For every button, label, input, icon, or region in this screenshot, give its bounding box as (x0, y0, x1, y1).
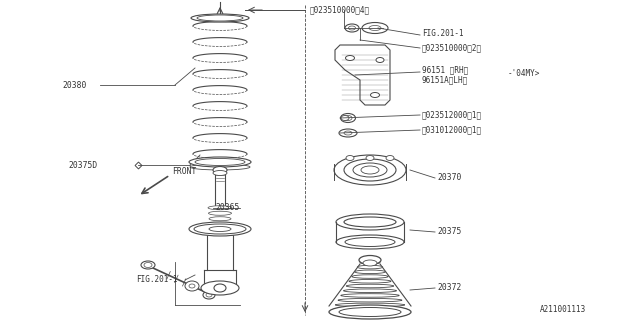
Text: -'04MY>: -'04MY> (508, 68, 540, 77)
Text: 20380: 20380 (62, 81, 86, 90)
Ellipse shape (340, 114, 355, 123)
Ellipse shape (355, 270, 385, 274)
Ellipse shape (335, 303, 404, 307)
Ellipse shape (144, 262, 152, 268)
Ellipse shape (344, 131, 352, 135)
Ellipse shape (329, 305, 411, 319)
Ellipse shape (340, 294, 399, 297)
Ellipse shape (209, 217, 231, 221)
Text: ⓝ023512000（1）: ⓝ023512000（1） (422, 110, 482, 119)
Ellipse shape (190, 164, 250, 170)
Ellipse shape (363, 260, 377, 266)
Text: 20370: 20370 (437, 173, 461, 182)
Ellipse shape (371, 92, 380, 98)
Text: 20365: 20365 (215, 204, 239, 212)
Ellipse shape (352, 275, 388, 278)
Ellipse shape (214, 284, 226, 292)
Ellipse shape (334, 155, 406, 185)
Text: ⓝ023510000（4）: ⓝ023510000（4） (310, 5, 370, 14)
Ellipse shape (346, 284, 394, 288)
Text: 20375D: 20375D (68, 161, 97, 170)
Ellipse shape (195, 158, 245, 165)
Ellipse shape (213, 171, 227, 175)
Ellipse shape (386, 156, 394, 161)
Ellipse shape (339, 308, 401, 316)
Ellipse shape (189, 284, 195, 288)
Ellipse shape (359, 255, 381, 265)
Ellipse shape (369, 26, 381, 30)
Ellipse shape (191, 14, 249, 22)
Ellipse shape (366, 156, 374, 161)
Ellipse shape (194, 224, 246, 234)
Ellipse shape (141, 261, 155, 269)
Ellipse shape (208, 206, 232, 210)
Ellipse shape (209, 222, 230, 226)
Ellipse shape (362, 22, 388, 34)
Ellipse shape (206, 293, 212, 297)
Ellipse shape (203, 291, 215, 299)
Ellipse shape (346, 156, 354, 161)
Ellipse shape (345, 237, 395, 246)
Ellipse shape (189, 157, 251, 167)
Text: 96151 ＜RH＞: 96151 ＜RH＞ (422, 66, 468, 75)
Ellipse shape (349, 26, 355, 30)
Ellipse shape (213, 166, 227, 173)
Ellipse shape (339, 129, 357, 137)
Ellipse shape (336, 235, 404, 249)
Text: 96151A＜LH＞: 96151A＜LH＞ (422, 76, 468, 84)
Text: FRONT: FRONT (172, 167, 196, 177)
Text: ⓥ031012000（1）: ⓥ031012000（1） (422, 125, 482, 134)
Ellipse shape (346, 55, 355, 60)
Ellipse shape (357, 265, 383, 269)
Ellipse shape (344, 159, 396, 181)
Text: A211001113: A211001113 (540, 306, 586, 315)
Text: 20375: 20375 (437, 228, 461, 236)
Ellipse shape (333, 308, 408, 311)
Ellipse shape (209, 227, 231, 231)
Text: ⓝ023510000（2）: ⓝ023510000（2） (422, 44, 482, 52)
Ellipse shape (185, 281, 199, 291)
Ellipse shape (209, 211, 232, 215)
Ellipse shape (360, 260, 380, 264)
Ellipse shape (345, 24, 359, 32)
Ellipse shape (341, 116, 349, 121)
Ellipse shape (344, 116, 352, 121)
Ellipse shape (349, 279, 391, 283)
Text: FIG.201-1: FIG.201-1 (136, 276, 178, 284)
Ellipse shape (336, 214, 404, 230)
Text: 20372: 20372 (437, 284, 461, 292)
Ellipse shape (353, 163, 387, 177)
Ellipse shape (344, 217, 396, 227)
Ellipse shape (344, 289, 397, 292)
Ellipse shape (361, 166, 379, 174)
Ellipse shape (189, 222, 251, 236)
Ellipse shape (197, 15, 243, 21)
Ellipse shape (338, 299, 402, 302)
Ellipse shape (201, 281, 239, 295)
Text: FIG.201-1: FIG.201-1 (422, 28, 463, 37)
Ellipse shape (376, 58, 384, 62)
